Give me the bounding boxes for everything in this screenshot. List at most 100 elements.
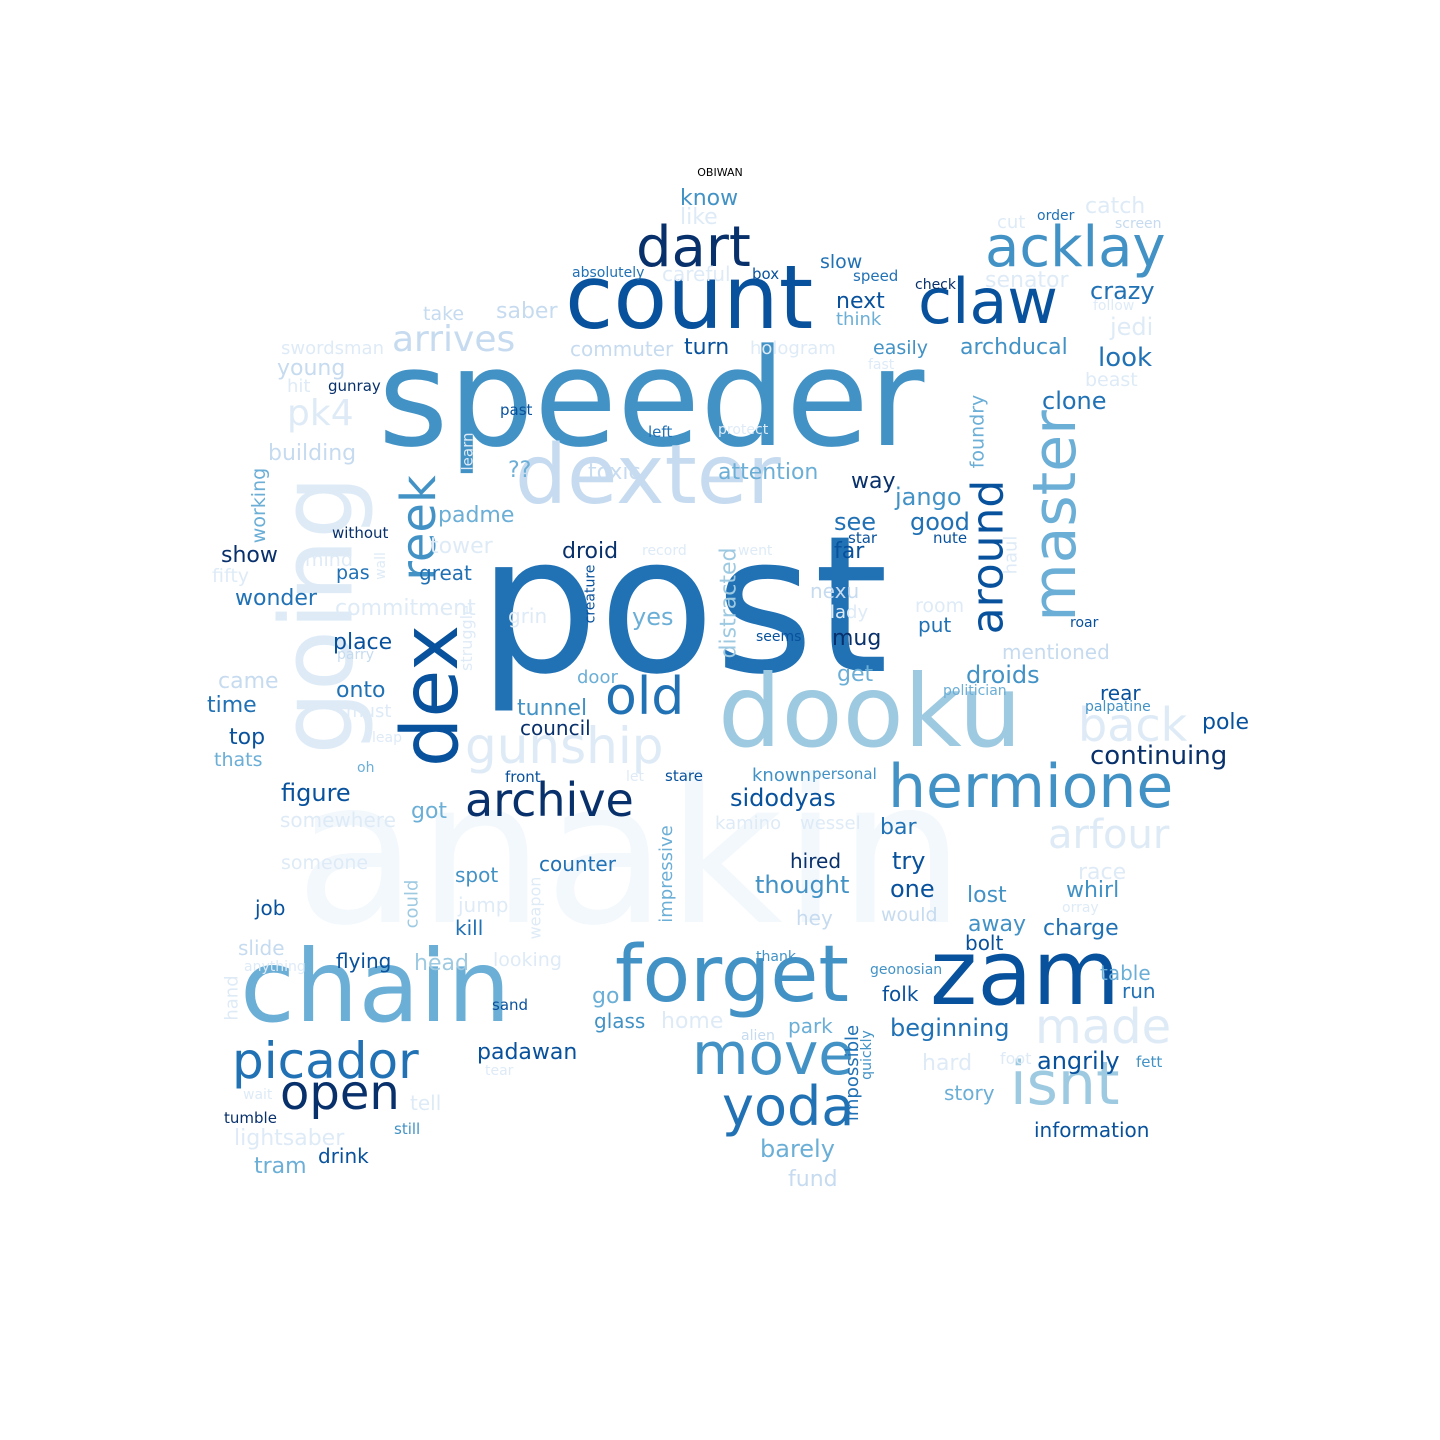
word-room: room — [915, 594, 965, 617]
word-learn: learn — [458, 432, 476, 471]
word-gunship: gunship — [465, 717, 664, 775]
word-angrily: angrily — [1037, 1046, 1120, 1075]
word-made: made — [1035, 999, 1172, 1056]
figure-title: OBIWAN — [697, 166, 743, 179]
word-old: old — [605, 666, 685, 727]
word-yoda: yoda — [722, 1075, 855, 1139]
word-someone: someone — [281, 851, 369, 874]
word-protect: protect — [718, 422, 769, 439]
word-tram: tram — [254, 1154, 307, 1180]
word-beast: beast — [1085, 368, 1138, 391]
word-padawan: padawan — [477, 1040, 578, 1066]
word-orray: orray — [1062, 900, 1099, 917]
word-dooku: dooku — [718, 653, 1023, 770]
word-kamino: kamino — [715, 812, 782, 834]
word-council: council — [520, 716, 591, 741]
word-acklay: acklay — [985, 214, 1166, 280]
word-lost: lost — [967, 883, 1007, 909]
word-arrives: arrives — [392, 318, 516, 360]
word-alien: alien — [741, 1028, 775, 1045]
word-toxic: toxic — [588, 460, 641, 486]
word-speed: speed — [853, 267, 899, 286]
word-leap: leap — [372, 730, 402, 747]
word-hard: hard — [922, 1051, 973, 1077]
word-left: left — [648, 423, 673, 442]
word-hit: hit — [287, 375, 311, 397]
word-swordsman: swordsman — [281, 337, 384, 359]
word-still: still — [394, 1120, 421, 1139]
word-chain: chain — [240, 928, 511, 1045]
word-fett: fett — [1136, 1053, 1163, 1072]
word-personal: personal — [812, 765, 877, 784]
word-foundry: foundry — [965, 394, 988, 469]
word-open: open — [280, 1065, 400, 1122]
word-box: box — [752, 265, 780, 284]
word-hologram: hologram — [750, 337, 836, 359]
word-home: home — [661, 1009, 724, 1035]
word-flying: flying — [336, 949, 392, 974]
word-politician: politician — [943, 683, 1007, 700]
word-padme: padme — [438, 503, 515, 529]
word-went: went — [738, 543, 773, 560]
word-anything: anything — [244, 959, 306, 976]
word-hermione: hermione — [888, 752, 1174, 823]
word-run: run — [1122, 979, 1156, 1004]
word-race: race — [1078, 860, 1127, 886]
word-like: like — [680, 205, 718, 231]
word-clone: clone — [1042, 386, 1107, 415]
word-q: ?? — [508, 458, 532, 484]
word-somewhere: somewhere — [280, 808, 396, 833]
word-thats: thats — [214, 748, 263, 771]
word-nexu: nexu — [810, 579, 860, 604]
word-think: think — [836, 308, 882, 330]
word-star: star — [848, 529, 878, 548]
word-wait: wait — [243, 1087, 273, 1104]
word-must: must — [346, 700, 392, 722]
word-front: front — [505, 768, 541, 787]
word-nute: nute — [933, 529, 968, 548]
word-hand: hand — [222, 974, 243, 1021]
word-try: try — [892, 846, 926, 875]
word-show: show — [221, 543, 278, 569]
word-known: known — [752, 764, 811, 786]
word-stare: stare — [665, 767, 703, 786]
word-whirl: whirl — [1066, 878, 1120, 904]
word-sand: sand — [492, 996, 529, 1015]
word-top: top — [229, 725, 266, 751]
word-slide: slide — [238, 936, 285, 961]
word-senator: senator — [985, 268, 1069, 294]
word-thought: thought — [755, 870, 850, 899]
word-jedi: jedi — [1110, 312, 1154, 341]
word-weapon: weapon — [524, 876, 544, 940]
word-past: past — [500, 401, 533, 420]
word-get: get — [837, 662, 874, 688]
word-park: park — [788, 1014, 833, 1039]
word-door: door — [577, 666, 618, 688]
word-commuter: commuter — [570, 337, 674, 362]
word-grin: grin — [508, 604, 548, 629]
word-without: without — [332, 524, 389, 543]
word-bar: bar — [880, 815, 917, 841]
word-quickly: quickly — [858, 1029, 875, 1080]
word-anakin: anakin — [295, 737, 966, 970]
word-crazy: crazy — [1090, 276, 1155, 305]
word-sidodyas: sidodyas — [730, 783, 836, 812]
word-go: go — [592, 984, 620, 1010]
word-tower: tower — [430, 534, 493, 560]
word-dexter: dexter — [515, 428, 781, 524]
word-follow: follow — [1093, 298, 1135, 315]
word-head: head — [414, 951, 469, 977]
word-oh: oh — [357, 760, 375, 777]
word-commitment: commitment — [335, 596, 476, 622]
word-droids: droids — [966, 660, 1040, 689]
word-rear: rear — [1100, 681, 1141, 706]
word-slow: slow — [820, 250, 863, 273]
word-bolt: bolt — [965, 931, 1004, 956]
word-time: time — [207, 693, 257, 719]
word-mug: mug — [832, 626, 882, 652]
word-look: look — [1098, 343, 1153, 374]
word-hired: hired — [790, 849, 842, 874]
word-distracted: distracted — [715, 547, 741, 659]
word-tumble: tumble — [224, 1109, 277, 1128]
